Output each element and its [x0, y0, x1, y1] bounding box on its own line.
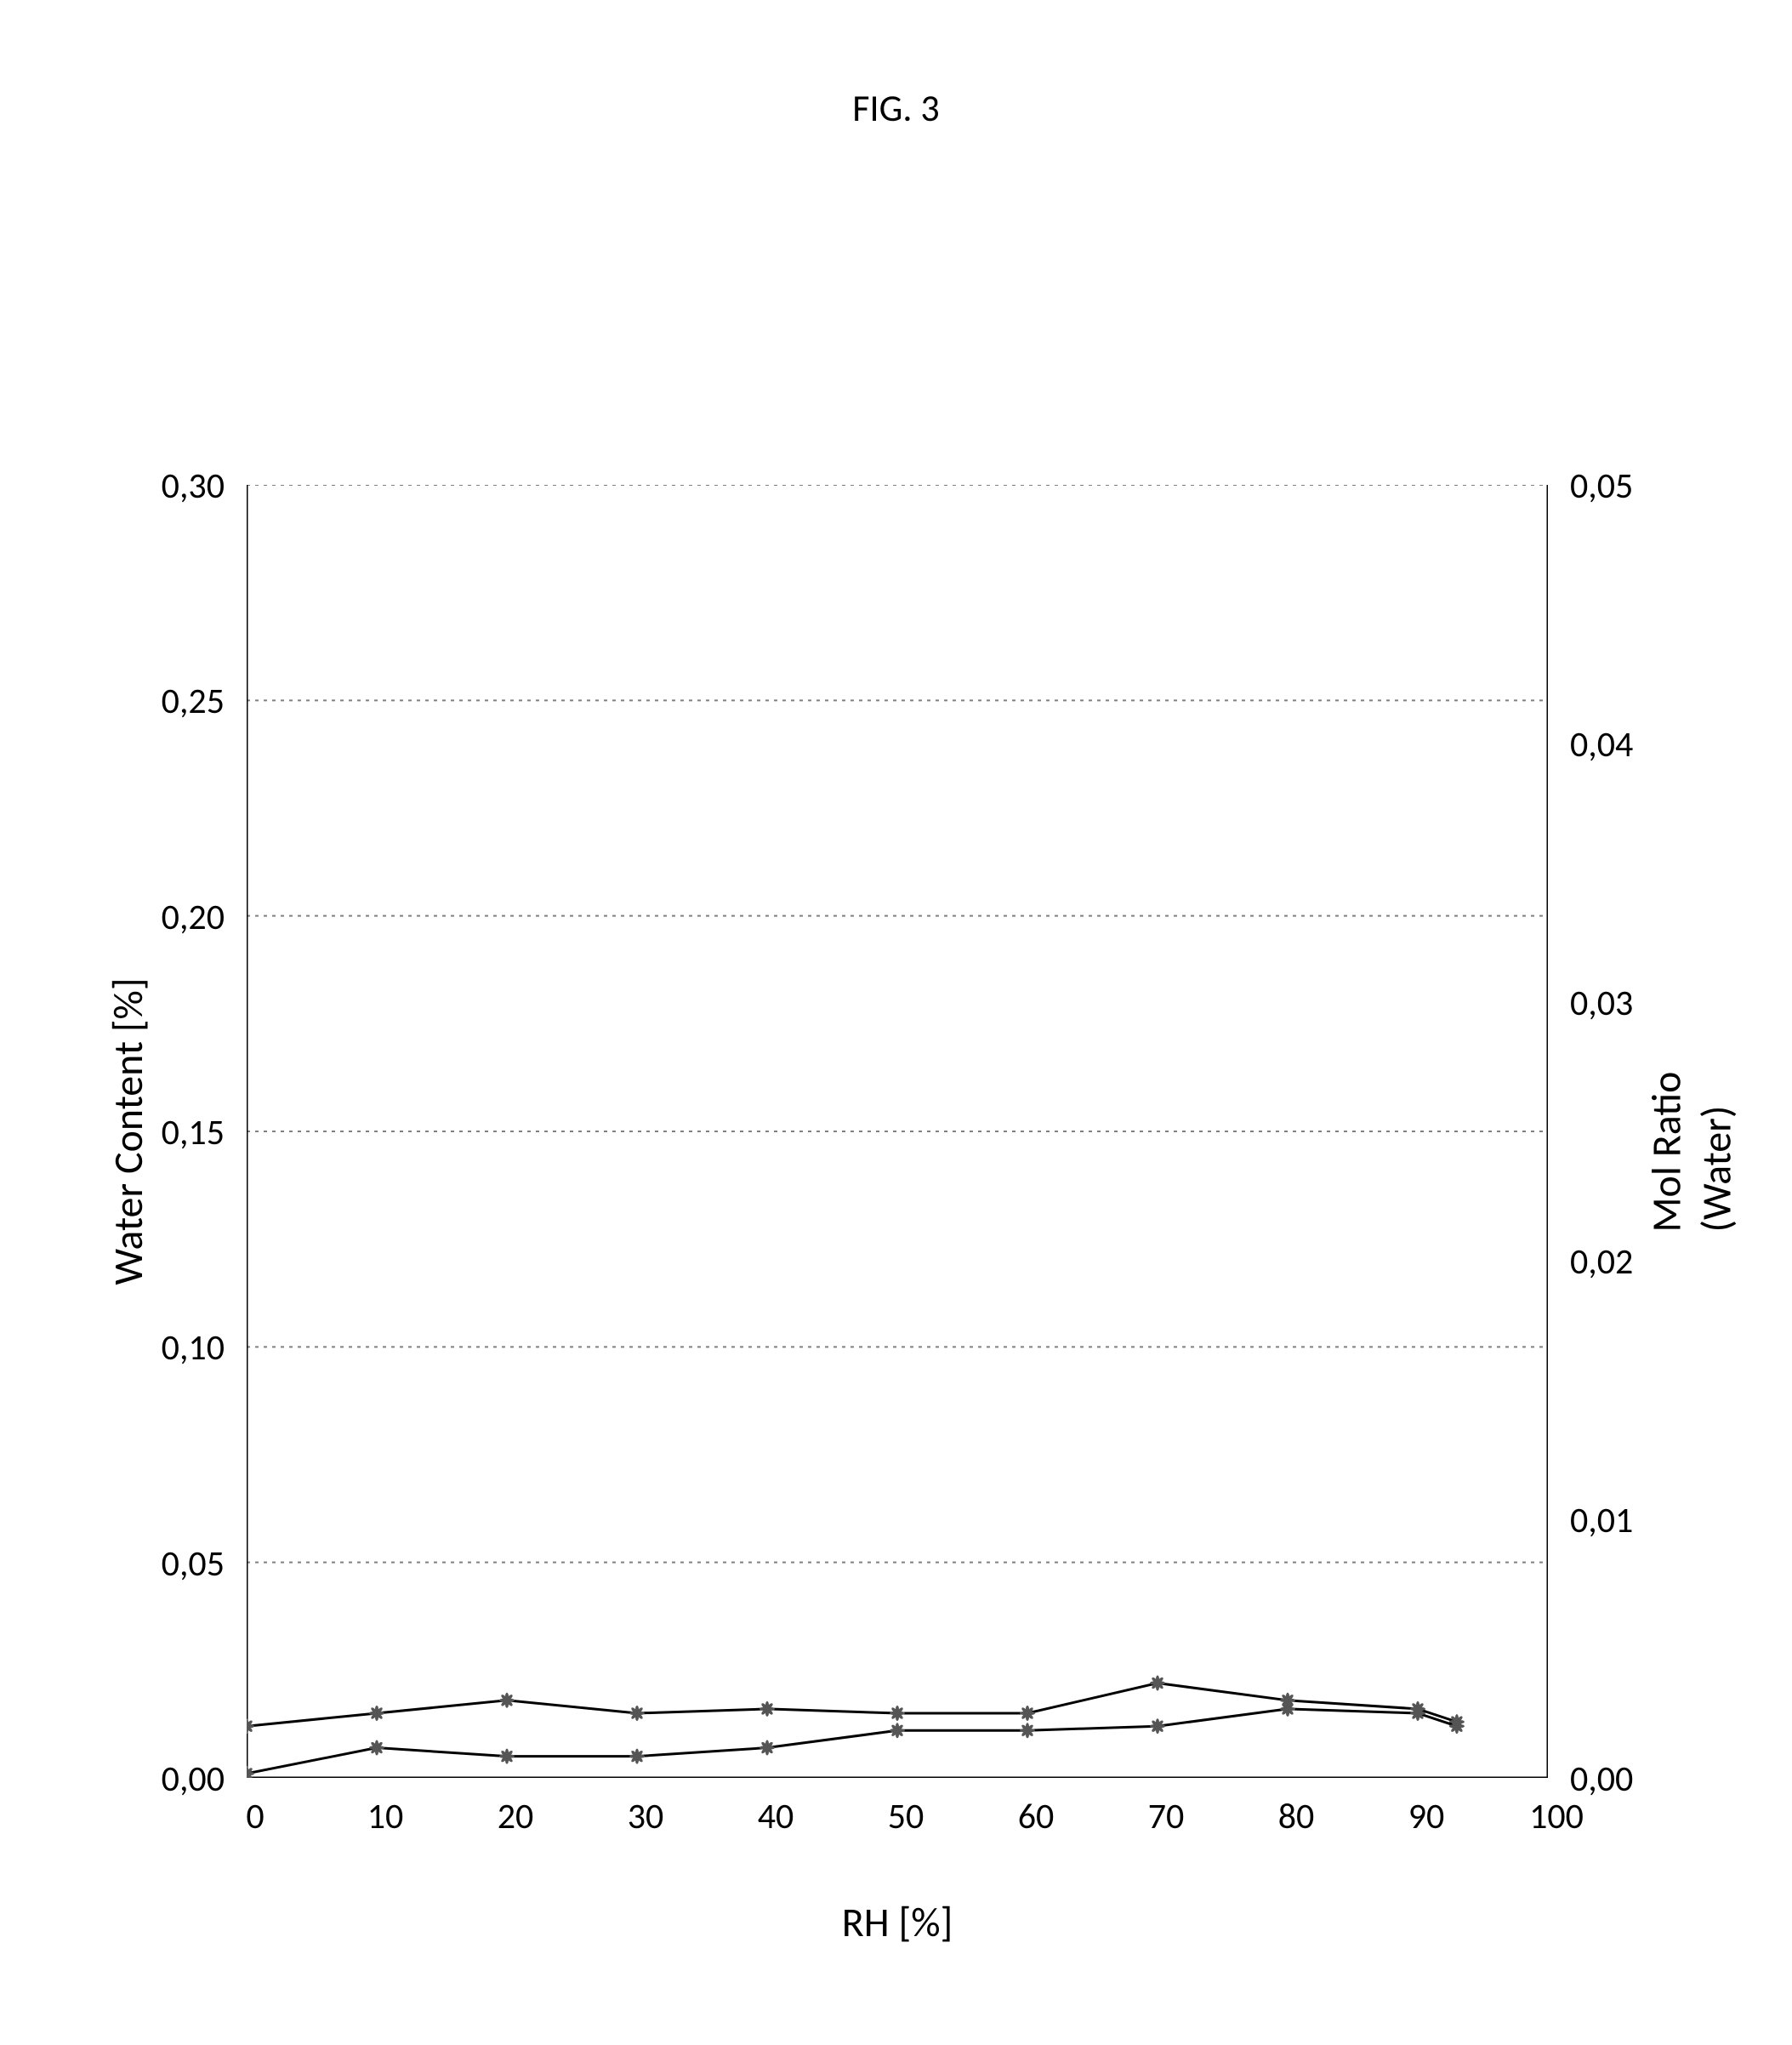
x-tick-label: 40 [742, 1795, 810, 1838]
x-tick-label: 50 [872, 1795, 940, 1838]
chart-plot [247, 485, 1548, 1778]
y-left-tick-label: 0,25 [162, 680, 225, 723]
x-axis-label: RH [%] [842, 1897, 953, 1947]
x-tick-label: 60 [1002, 1795, 1070, 1838]
y-left-tick-label: 0,20 [162, 896, 225, 939]
y-left-tick-label: 0,10 [162, 1326, 225, 1370]
y-left-tick-label: 0,00 [162, 1757, 225, 1801]
y-left-tick-label: 0,15 [162, 1111, 225, 1154]
x-tick-label: 70 [1132, 1795, 1200, 1838]
x-tick-label: 100 [1522, 1795, 1590, 1838]
x-tick-label: 10 [351, 1795, 419, 1838]
page: FIG. 3 Water Content [%] Mol Ratio (Wate… [0, 0, 1792, 2045]
x-tick-label: 30 [612, 1795, 680, 1838]
y-right-tick-label: 0,05 [1570, 464, 1633, 508]
x-tick-label: 90 [1392, 1795, 1460, 1838]
y-right-tick-label: 0,01 [1570, 1499, 1633, 1542]
y-right-tick-label: 0,04 [1570, 723, 1633, 766]
y-left-tick-label: 0,05 [162, 1542, 225, 1586]
y-right-axis-label: Mol Ratio (Water) [1641, 1031, 1742, 1233]
y-right-tick-label: 0,03 [1570, 982, 1633, 1025]
y-left-tick-label: 0,30 [162, 464, 225, 508]
y-right-tick-label: 0,02 [1570, 1240, 1633, 1284]
x-tick-label: 20 [481, 1795, 549, 1838]
figure-title: FIG. 3 [0, 85, 1792, 131]
x-tick-label: 80 [1262, 1795, 1330, 1838]
y-left-axis-label: Water Content [%] [103, 977, 153, 1285]
x-tick-label: 0 [221, 1795, 289, 1838]
